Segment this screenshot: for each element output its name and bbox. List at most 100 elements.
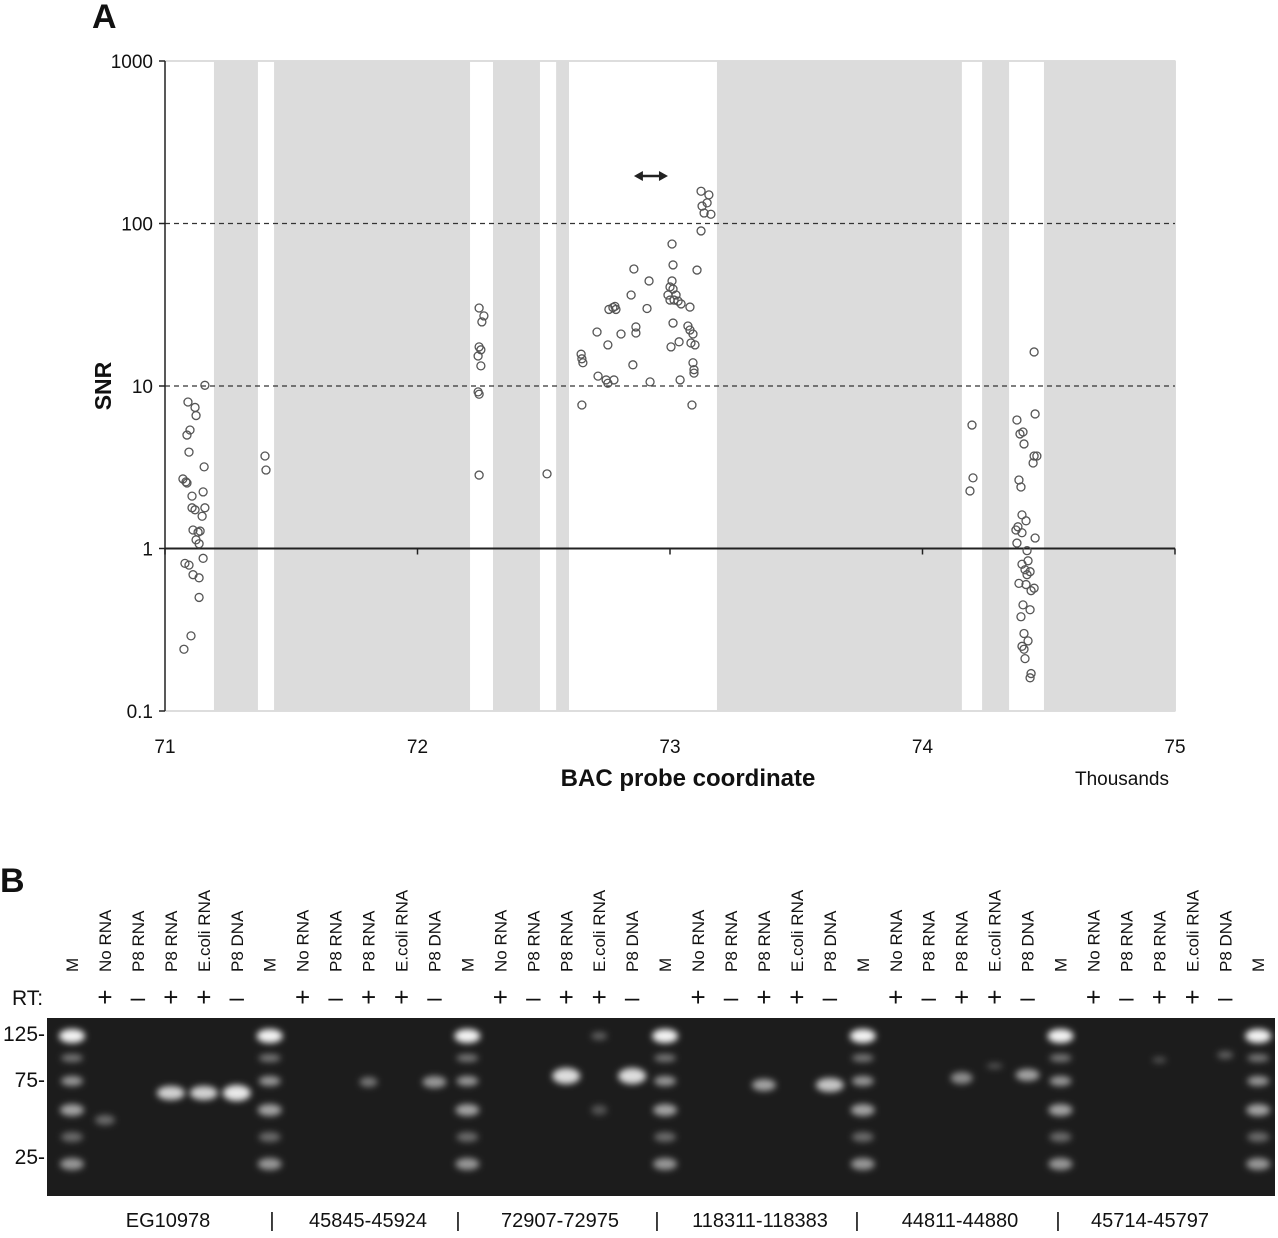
y-tick-label: 10 — [132, 377, 153, 398]
point — [1021, 516, 1031, 526]
separator: | — [455, 1210, 460, 1232]
rt-sign: + — [493, 982, 508, 1012]
gel-band — [654, 1076, 677, 1086]
rt-sign: + — [592, 982, 607, 1012]
lane-label: M — [1052, 958, 1071, 972]
lane-label: No RNA — [887, 909, 906, 972]
point — [1020, 653, 1030, 664]
gel-band — [59, 1029, 85, 1043]
points — [178, 186, 1042, 683]
lane-label: E.coli RNA — [195, 889, 214, 972]
point — [626, 290, 636, 300]
point — [593, 371, 603, 381]
x-tick-label: 71 — [154, 737, 175, 758]
x-tick-label: 72 — [407, 737, 428, 758]
point — [577, 354, 587, 364]
separator: | — [654, 1210, 659, 1232]
rt-label: RT: — [12, 987, 43, 1010]
gel-band — [1245, 1029, 1272, 1043]
separator: | — [1055, 1210, 1060, 1232]
point — [1021, 579, 1031, 590]
rt-sign: + — [1086, 982, 1101, 1012]
target-label: 44811-44880 — [902, 1210, 1018, 1232]
lane-label: P8 RNA — [162, 910, 181, 972]
gel-band — [61, 1132, 83, 1142]
point — [195, 526, 205, 536]
lane-label: E.coli RNA — [1183, 889, 1202, 972]
rt-sign: + — [361, 982, 376, 1012]
gel-band — [60, 1104, 84, 1116]
lane-label: E.coli RNA — [788, 889, 807, 972]
lane-label: No RNA — [491, 909, 510, 972]
panel-label: B — [0, 862, 25, 900]
point — [1029, 451, 1039, 461]
rt-sign: + — [987, 982, 1002, 1012]
rt-sign: – — [427, 982, 442, 1012]
panel-a: A 0.1 1 10 100 1000 71 72 73 74 75 SNR BAC probe coo… — [90, 0, 1186, 792]
size-marker: 75- — [15, 1069, 45, 1092]
rt-sign: – — [921, 982, 936, 1012]
lane-label: E.coli RNA — [393, 889, 412, 972]
point — [1011, 525, 1021, 535]
gel-band — [1217, 1051, 1234, 1059]
gel-band — [1247, 1054, 1270, 1062]
x-axis-unit: Thousands — [1075, 769, 1169, 790]
gel-band — [1049, 1132, 1072, 1142]
gel-band — [1246, 1104, 1271, 1116]
lane-label: P8 DNA — [228, 910, 247, 972]
point — [185, 425, 195, 435]
point — [194, 592, 204, 603]
lane-label: P8 RNA — [920, 910, 939, 972]
lane-label: P8 DNA — [1216, 910, 1235, 972]
lane-label: P8 DNA — [425, 910, 444, 972]
point — [592, 327, 602, 337]
lane-label: E.coli RNA — [590, 889, 609, 972]
point — [1030, 533, 1040, 543]
rt-sign: + — [163, 982, 178, 1012]
point — [692, 265, 702, 275]
point — [644, 276, 654, 286]
gel-band — [1047, 1029, 1074, 1043]
gel-band — [653, 1158, 678, 1170]
rt-sign: – — [823, 982, 838, 1012]
lane-label: P8 RNA — [129, 910, 148, 972]
point — [1019, 439, 1029, 449]
x-tick-label: 73 — [659, 737, 680, 758]
point — [690, 340, 700, 350]
gel-band — [455, 1158, 480, 1170]
point — [616, 329, 626, 339]
lane-label: No RNA — [689, 909, 708, 972]
target-label: 72907-72975 — [501, 1210, 619, 1232]
gel-band — [60, 1158, 84, 1170]
gel-bands — [59, 1029, 1272, 1170]
y-axis-title: SNR — [90, 361, 116, 410]
point — [1014, 578, 1024, 589]
point — [1019, 644, 1029, 654]
rt-sign: + — [690, 982, 705, 1012]
gel-band — [1152, 1057, 1167, 1063]
gel-band — [257, 1158, 282, 1170]
y-tick-label: 1 — [142, 540, 153, 561]
point — [1017, 528, 1027, 538]
gel-band — [1247, 1132, 1270, 1142]
gel-band — [456, 1076, 479, 1086]
point — [667, 239, 677, 249]
point — [669, 295, 679, 305]
rt-sign: + — [196, 982, 211, 1012]
point — [609, 375, 619, 385]
point — [1026, 586, 1036, 596]
point — [1022, 570, 1032, 580]
point — [706, 209, 716, 219]
gel-band — [189, 1086, 218, 1100]
gel-band — [156, 1086, 185, 1100]
gel-band — [258, 1076, 281, 1086]
gel-band — [652, 1029, 679, 1043]
point — [194, 539, 204, 549]
lane-label: P8 DNA — [821, 910, 840, 972]
point — [1020, 565, 1030, 575]
lane-label: P8 RNA — [327, 910, 346, 972]
point — [1017, 641, 1027, 651]
point — [578, 358, 588, 368]
point — [642, 303, 652, 314]
rt-sign: + — [97, 982, 112, 1012]
